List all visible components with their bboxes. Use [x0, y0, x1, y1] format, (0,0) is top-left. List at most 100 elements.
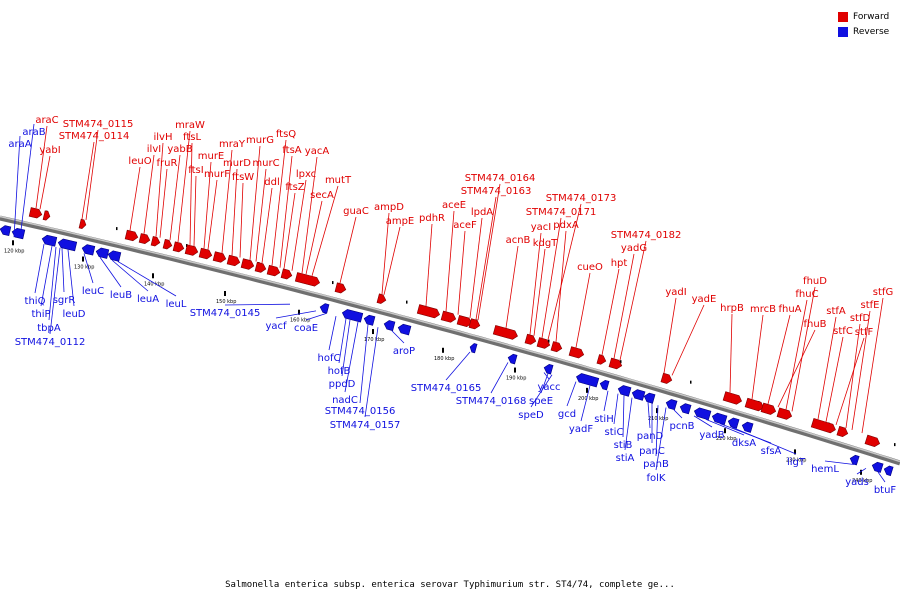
tick-label: 140 kbp [144, 281, 164, 287]
reverse-gene [0, 225, 12, 236]
forward-gene [78, 218, 87, 229]
reverse-gene [693, 407, 712, 421]
gene-label: coaE [294, 323, 318, 334]
gene-label: panC [639, 446, 665, 457]
forward-gene [376, 293, 387, 304]
gene-label: STM474_0145 [190, 308, 261, 319]
tick-label: 170 kbp [364, 337, 384, 343]
gene-label: ftsL [183, 132, 201, 143]
forward-gene [810, 418, 836, 434]
label-leader [261, 187, 273, 264]
gene-label: nadC [332, 395, 358, 406]
tick-label: 120 kbp [4, 248, 24, 254]
label-leader [61, 248, 65, 293]
gene-label: fhuB [803, 319, 826, 330]
label-leader [425, 223, 433, 307]
gene-label: fhuD [803, 276, 827, 287]
gene-label: hemL [811, 464, 839, 475]
label-leader [619, 240, 647, 361]
forward-gene [596, 354, 607, 365]
gene-label: thiP [31, 309, 50, 320]
label-leader [249, 145, 261, 261]
label-leader [291, 179, 307, 271]
gene-label: STM474_0182 [611, 230, 682, 241]
gene-label: ftsA [282, 145, 301, 156]
scale-tick [82, 256, 84, 262]
backbone-line [0, 215, 900, 466]
label-leader [49, 247, 61, 335]
forward-swatch [838, 11, 848, 22]
label-leader [301, 156, 318, 274]
label-leader [207, 179, 218, 250]
scale-tick [656, 408, 658, 414]
label-leader [85, 129, 99, 221]
reverse-gene [643, 392, 656, 404]
label-leader [391, 330, 405, 344]
forward-gene [198, 247, 213, 260]
label-leader [877, 471, 886, 483]
gene-label: yacA [305, 146, 330, 157]
gene-label: stfD [850, 313, 871, 324]
gene-label: yadI [665, 287, 686, 298]
forward-gene [550, 341, 563, 353]
tick-label: 160 kbp [290, 318, 310, 324]
gene-label: yads [845, 477, 869, 488]
label-leader [505, 245, 519, 328]
gene-label: ampD [374, 202, 404, 213]
gene-label: yadB [699, 430, 724, 441]
forward-gene [744, 397, 765, 412]
reverse-gene [81, 244, 96, 256]
gene-label: hpt [611, 258, 628, 269]
label-leader [239, 182, 244, 258]
label-leader [671, 304, 705, 376]
reverse-gene [95, 247, 110, 259]
label-leader [647, 402, 651, 429]
gene-label: ilvI [147, 144, 161, 155]
gene-label: speD [518, 410, 544, 421]
label-leader [603, 390, 609, 412]
label-leader [283, 192, 296, 269]
gene-label: araB [22, 127, 45, 138]
forward-gene [568, 346, 585, 359]
tick-label: 190 kbp [506, 376, 526, 382]
label-leader [159, 168, 168, 238]
label-leader [111, 259, 149, 292]
gene-label: araC [35, 115, 58, 126]
forward-gene [124, 229, 139, 242]
gene-label: ligT [787, 457, 806, 468]
gene-label: mraW [175, 120, 205, 131]
label-leader [543, 372, 550, 380]
gene-label: folK [647, 473, 666, 484]
reverse-gene [383, 320, 396, 332]
label-leader [117, 261, 177, 297]
scale-tick [860, 469, 862, 475]
label-leader [40, 245, 53, 307]
reverse-gene [665, 399, 678, 411]
label-leader [224, 303, 291, 306]
gene-label: yacI [531, 222, 552, 233]
genome-backbone [0, 215, 900, 466]
gene-label: hofB [328, 366, 351, 377]
minor-tick [332, 281, 334, 285]
gene-label: stiB [614, 440, 633, 451]
reverse-gene [319, 303, 330, 314]
reverse-gene [727, 417, 740, 429]
label-leader [530, 374, 553, 408]
gene-label: pdxA [553, 220, 579, 231]
label-leader [35, 125, 48, 209]
reverse-gene [631, 389, 646, 401]
gene-label: ilvH [154, 132, 173, 143]
gene-label: STM474_0173 [546, 193, 617, 204]
minor-tick [894, 443, 896, 447]
label-leader [693, 415, 713, 428]
gene-label: murG [246, 135, 274, 146]
reverse-gene [469, 343, 478, 354]
gene-label: lpxc [296, 169, 316, 180]
gene-label: stfF [855, 327, 874, 338]
label-leader [364, 327, 379, 418]
tick-label: 130 kbp [74, 265, 94, 271]
minor-tick [690, 380, 692, 384]
label-leader [445, 210, 455, 312]
label-leader [580, 385, 591, 422]
